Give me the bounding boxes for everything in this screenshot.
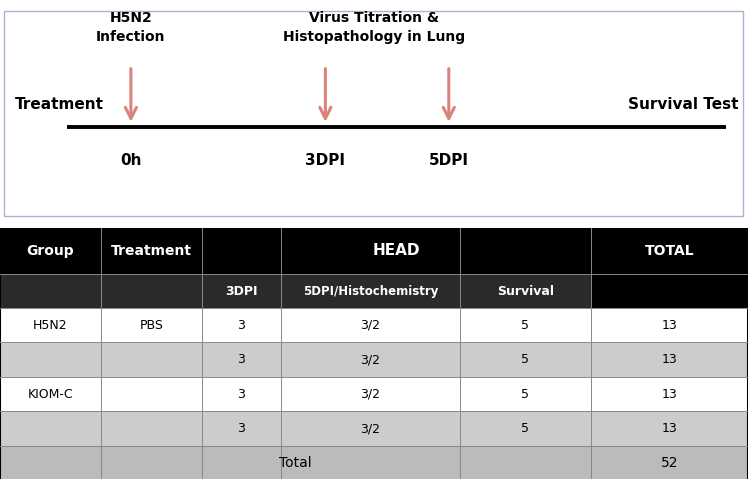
Text: 3/2: 3/2 [361, 319, 380, 332]
Text: H5N2: H5N2 [33, 319, 68, 332]
Text: 13: 13 [661, 319, 678, 332]
Text: Treatment: Treatment [111, 244, 192, 258]
Text: 52: 52 [660, 456, 678, 470]
Bar [0, 342, 748, 377]
Text: 13: 13 [661, 422, 678, 435]
Text: KIOM-C: KIOM-C [28, 388, 73, 400]
Text: 5: 5 [521, 353, 530, 366]
Bar [0, 411, 748, 446]
Text: Virus Titration &
Histopathology in Lung: Virus Titration & Histopathology in Lung [283, 11, 465, 44]
Text: 3: 3 [237, 319, 245, 332]
Text: 3: 3 [237, 353, 245, 366]
Text: 3DPI: 3DPI [225, 285, 257, 297]
Text: 5: 5 [521, 319, 530, 332]
Text: 3/2: 3/2 [361, 422, 380, 435]
Text: Survival Test: Survival Test [628, 97, 739, 112]
Bar [0, 228, 748, 274]
Text: 5: 5 [521, 388, 530, 400]
Bar [0, 274, 202, 308]
Bar [0, 446, 591, 479]
Text: TOTAL: TOTAL [645, 244, 694, 258]
Text: 3/2: 3/2 [361, 353, 380, 366]
Text: Group: Group [27, 244, 74, 258]
Text: 5: 5 [521, 422, 530, 435]
Text: 3: 3 [237, 422, 245, 435]
Bar [591, 446, 748, 479]
Text: Treatment: Treatment [15, 97, 104, 112]
Text: 13: 13 [661, 353, 678, 366]
Bar [591, 274, 748, 308]
Text: Total: Total [279, 456, 312, 470]
Bar [202, 274, 591, 308]
Text: 3DPI: 3DPI [305, 153, 346, 168]
Bar [0, 308, 748, 342]
Text: 5DPI: 5DPI [429, 153, 469, 168]
Text: H5N2
Infection: H5N2 Infection [96, 11, 165, 44]
Bar [0, 377, 748, 411]
FancyBboxPatch shape [4, 11, 743, 216]
Text: PBS: PBS [140, 319, 163, 332]
Text: 0h: 0h [120, 153, 141, 168]
Text: 3/2: 3/2 [361, 388, 380, 400]
Text: 3: 3 [237, 388, 245, 400]
Text: 13: 13 [661, 388, 678, 400]
Text: Survival: Survival [497, 285, 554, 297]
Text: 5DPI/Histochemistry: 5DPI/Histochemistry [303, 285, 438, 297]
Text: HEAD: HEAD [373, 243, 420, 258]
